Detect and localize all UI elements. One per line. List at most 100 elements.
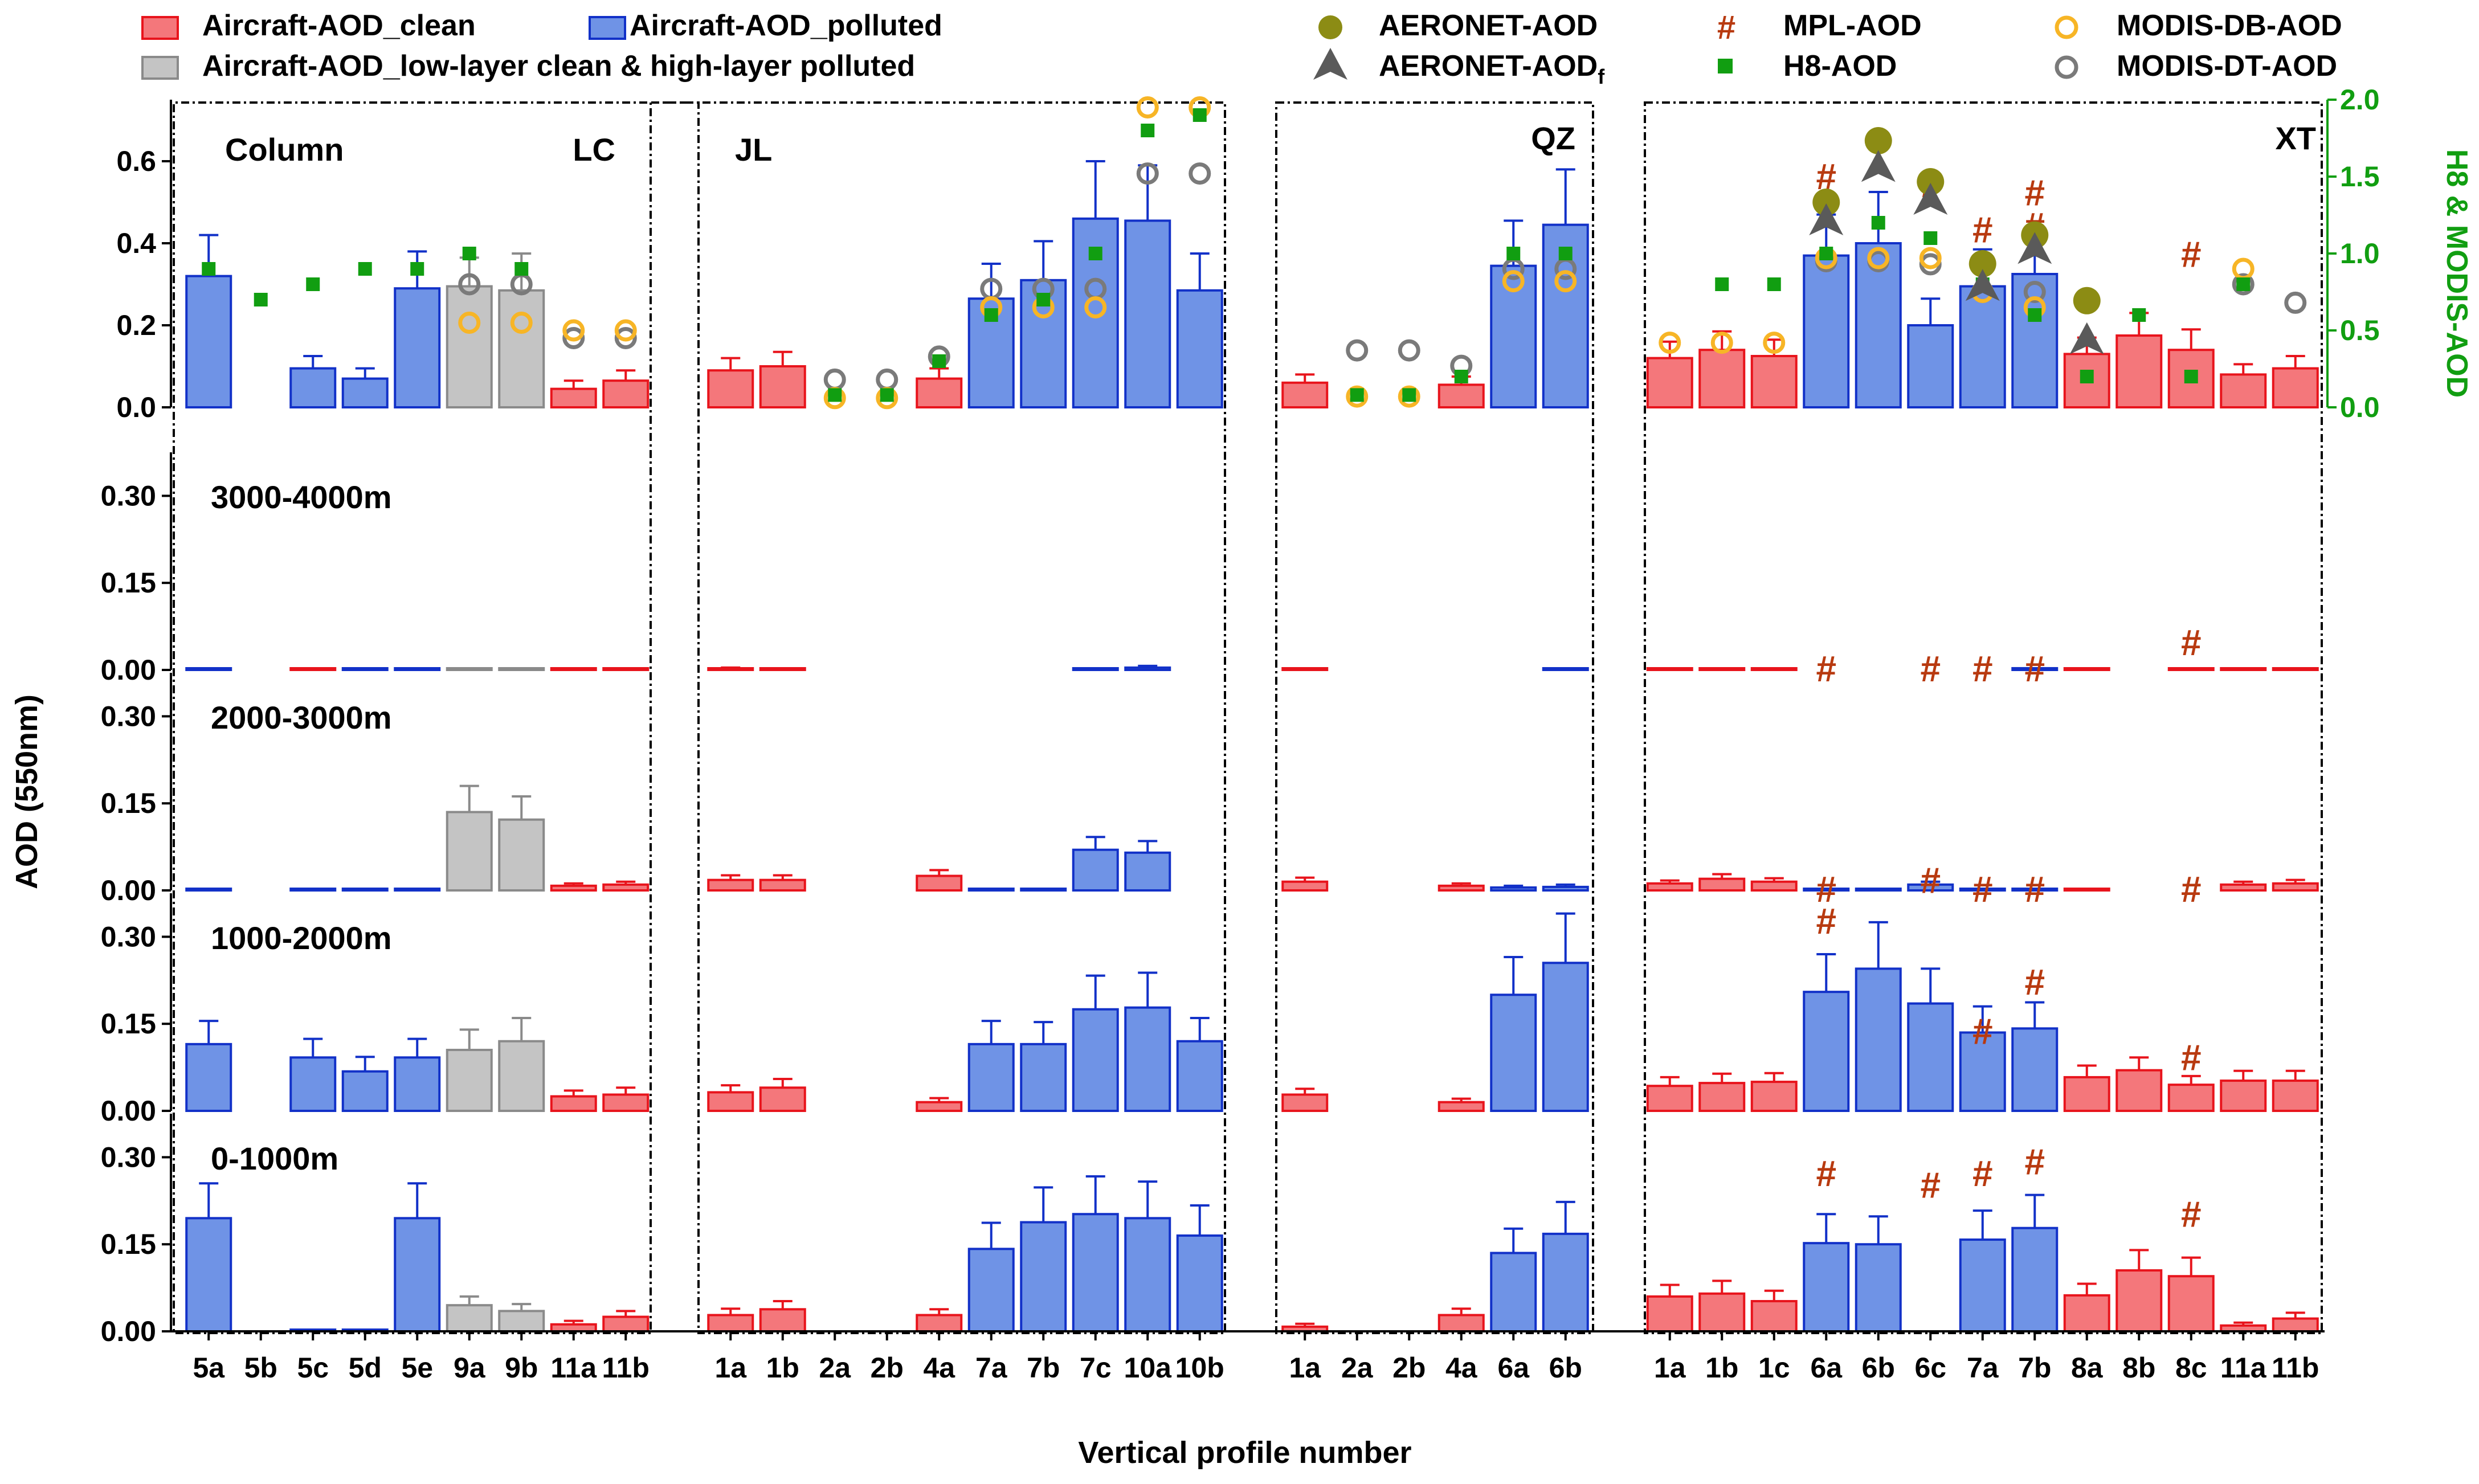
x-tick-label-QZ-6b: 6b — [1549, 1352, 1582, 1384]
x-tick-label-LC-5a: 5a — [193, 1352, 225, 1384]
bar-QZ-1a — [1281, 880, 1329, 892]
h8-marker-4a — [932, 354, 946, 368]
bar-JL-10b — [1176, 1234, 1223, 1332]
modis-dt-marker-11a — [562, 327, 585, 349]
bar-XT-7b — [2011, 273, 2059, 408]
x-tick-label-XT-6c: 6c — [1914, 1352, 1946, 1384]
bar-QZ-6a — [1490, 994, 1537, 1113]
x-tick-label-XT-8a: 8a — [2071, 1352, 2104, 1384]
bar-QZ-6a — [1490, 1252, 1537, 1332]
bar-JL-1a — [707, 1314, 754, 1332]
bar-XT-11b — [2272, 367, 2319, 408]
bar-XT-11b — [2272, 1317, 2319, 1333]
mpl-marker-7a: # — [1972, 869, 1993, 910]
bar-JL-7c — [1072, 848, 1119, 892]
bar-LC-9a — [446, 1049, 493, 1113]
x-tick-label-LC-5b: 5b — [244, 1352, 277, 1384]
modis-db-marker-6c — [1919, 247, 1942, 269]
bar-XT-1c — [1750, 667, 1798, 671]
x-tick-label-JL-4a: 4a — [923, 1352, 955, 1384]
h8-marker-2b — [1402, 388, 1416, 402]
h8-marker-6a — [1819, 247, 1833, 260]
h8-marker-2b — [880, 388, 894, 402]
h8-marker-8b — [2132, 308, 2146, 322]
bar-LC-5d — [341, 377, 389, 408]
mpl-marker-8c: # — [2181, 1037, 2202, 1078]
mpl-marker-7b: # — [2024, 1142, 2045, 1183]
bar-LC-11b — [602, 1093, 650, 1112]
y-tick-label: 0.0 — [116, 391, 156, 423]
panel-label: Column — [225, 132, 344, 167]
mpl-marker-6a: # — [1816, 1153, 1836, 1194]
legend-label-mixed: Aircraft-AOD_low-layer clean & high-laye… — [202, 50, 915, 83]
bar-XT-1a — [1646, 882, 1693, 892]
x-tick-label-JL-1a: 1a — [714, 1352, 747, 1384]
bar-LC-5e — [394, 888, 441, 892]
mpl-marker-7a: # — [1972, 648, 1993, 689]
bar-QZ-6b — [1542, 885, 1589, 892]
h8-marker-9b — [514, 262, 529, 276]
bar-LC-9a — [446, 1304, 493, 1332]
bar-JL-1b — [759, 365, 806, 408]
bar-LC-9a — [446, 285, 493, 408]
bar-QZ-6a — [1490, 886, 1537, 892]
bar-XT-7a — [1959, 285, 2006, 408]
bar-XT-8a — [2063, 1294, 2110, 1333]
x-tick-label-LC-9b: 9b — [505, 1352, 538, 1384]
h8-marker-5c — [306, 277, 320, 291]
mpl-marker-8c: # — [2181, 869, 2202, 910]
legend-swatch-mixed — [141, 56, 179, 80]
bar-XT-11a — [2220, 373, 2267, 409]
bar-XT-1a — [1646, 667, 1693, 671]
bar-XT-1c — [1750, 880, 1798, 892]
bar-XT-1c — [1750, 1300, 1798, 1332]
bar-LC-5a — [185, 667, 232, 671]
modis-db-marker-11b — [614, 319, 637, 342]
x-tick-label-JL-2a: 2a — [819, 1352, 851, 1384]
bar-LC-11b — [602, 379, 650, 409]
bar-XT-1a — [1646, 357, 1693, 408]
modis-dt-marker-11b — [2284, 291, 2307, 314]
mpl-marker-8c: # — [2181, 622, 2202, 663]
bar-JL-1b — [759, 878, 806, 892]
modis-db-marker-1c — [1763, 332, 1786, 354]
group-box-XT — [1644, 101, 2323, 1334]
mpl-marker-6a: # — [1816, 869, 1836, 910]
bar-JL-1a — [707, 1091, 754, 1113]
bar-LC-9b — [498, 818, 545, 892]
modis-db-marker-10a — [1136, 96, 1159, 118]
bar-JL-10a — [1124, 1217, 1171, 1333]
x-tick-label-QZ-2a: 2a — [1341, 1352, 1374, 1384]
y-tick-label: 0.2 — [116, 309, 156, 341]
bar-XT-8b — [2115, 334, 2163, 408]
mpl-marker-7a: # — [1972, 209, 1993, 250]
bar-LC-5c — [289, 667, 337, 671]
x-tick-label-QZ-6a: 6a — [1497, 1352, 1530, 1384]
mpl-marker-6c: # — [1920, 1164, 1941, 1205]
bar-XT-11a — [2220, 1080, 2267, 1112]
bar-XT-6c — [1907, 1002, 1954, 1112]
x-tick-label-XT-1a: 1a — [1654, 1352, 1686, 1384]
bar-JL-4a — [916, 1101, 963, 1112]
x-tick-label-XT-8b: 8b — [2122, 1352, 2155, 1384]
modis-dt-marker-7b — [2023, 281, 2046, 303]
bar-JL-4a — [916, 1314, 963, 1332]
mpl-marker-6a: # — [1816, 648, 1836, 689]
bar-XT-7b — [2011, 888, 2059, 892]
bar-LC-11b — [602, 667, 650, 671]
h8-marker-5e — [410, 262, 424, 276]
x-tick-label-QZ-2b: 2b — [1392, 1352, 1426, 1384]
modis-db-marker-1a — [1659, 332, 1681, 354]
bar-LC-9a — [446, 811, 493, 892]
y-tick-label: 0.15 — [101, 787, 156, 819]
right-tick-label: 0.0 — [2340, 391, 2380, 423]
x-axis-title: Vertical profile number — [1078, 1436, 1411, 1470]
modis-dt-marker-2a — [823, 368, 846, 391]
bar-JL-7b — [1020, 888, 1067, 892]
h8-marker-6b — [1871, 216, 1885, 230]
legend-marker-mpl: # — [1717, 9, 1735, 46]
bar-QZ-4a — [1437, 1314, 1485, 1332]
group-label-JL: JL — [735, 132, 772, 167]
bar-XT-7b — [2011, 1227, 2059, 1332]
